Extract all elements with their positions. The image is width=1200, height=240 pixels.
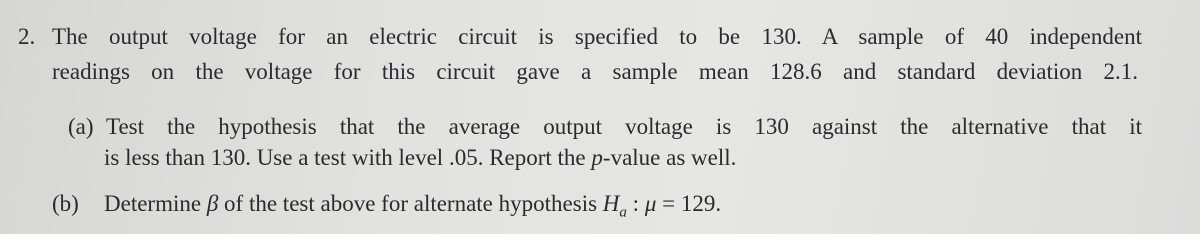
math: β [206,191,219,216]
text: = 129. [656,191,722,216]
text: Determine [104,191,207,216]
part-line: Determine β of the test above for altern… [104,189,721,228]
problem-number: 2. [18,24,36,49]
part-label: (a) [68,114,94,139]
page: 2. The output voltage for an electric ci… [0,0,1200,234]
problem-line: readings on the voltage for this circuit… [52,59,1138,84]
math: p [591,145,603,170]
part-line: Test the hypothesis that the average out… [106,114,1142,139]
text: -value as well. [602,145,737,170]
part-label: (b) [52,191,79,216]
math-subscript: a [619,204,627,221]
math: μ [644,191,657,216]
text: : [626,191,645,216]
text: is less than 130. Use a test with level … [104,145,592,170]
math: H [602,191,620,216]
part-line: is less than 130. Use a test with level … [104,143,736,173]
problem-line: The output voltage for an electric circu… [52,24,1142,49]
text: of the test above for alternate hypothes… [218,191,603,216]
